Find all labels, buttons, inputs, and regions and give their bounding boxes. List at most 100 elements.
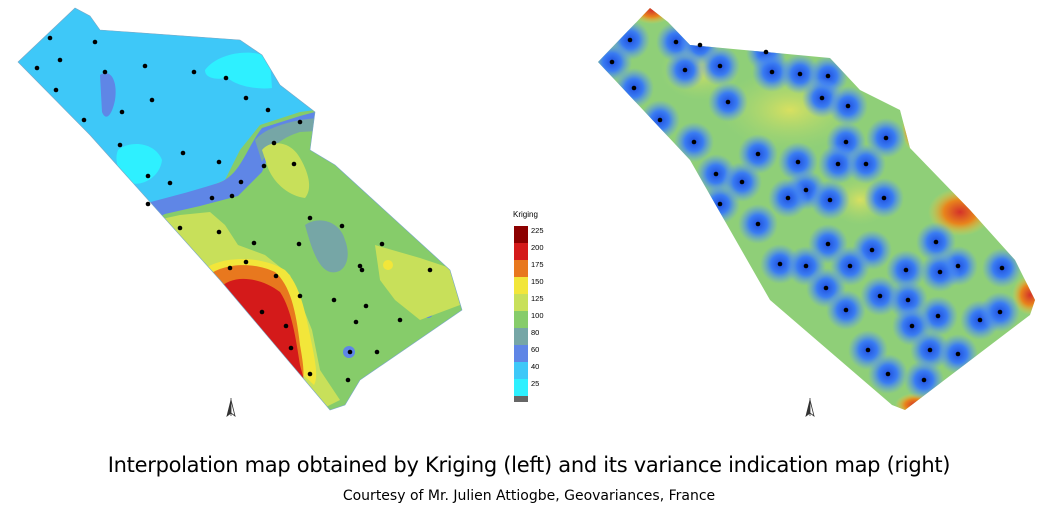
sample-point [265,107,271,113]
sample-point [977,317,983,323]
sample-point [697,42,703,48]
sample-point [609,59,615,65]
legend-label: 80 [531,328,539,337]
sample-point [785,195,791,201]
sample-point [47,35,53,41]
legend-swatch [514,277,528,294]
sample-point [627,37,633,43]
sample-point [149,97,155,103]
sample-point [769,69,775,75]
sample-point [903,267,909,273]
legend-swatch-end [514,396,528,402]
sample-point [288,345,294,351]
sample-point [673,39,679,45]
sample-point [227,265,233,271]
sample-point [843,307,849,313]
sample-point [823,285,829,291]
sample-point [933,239,939,245]
sample-point [307,215,313,221]
sample-point [927,347,933,353]
sample-point [34,65,40,71]
sample-point [397,317,403,323]
legend-label: 125 [531,294,544,303]
sample-point [273,273,279,279]
kriging-legend: Kriging 225 200 175 150 125 100 80 60 40 25 [513,210,544,402]
legend-label: 200 [531,243,544,252]
sample-point [363,303,369,309]
zone-yellow-spot [383,260,393,270]
legend-swatch [514,294,528,311]
sample-point [843,139,849,145]
sample-point [427,267,433,273]
sample-point [145,201,151,207]
legend-swatch [514,345,528,362]
sample-point [877,293,883,299]
sample-point [297,293,303,299]
sample-point [803,263,809,269]
sample-point [379,241,385,247]
sample-point [331,297,337,303]
variance-sample-points [609,37,1005,383]
sample-point [259,309,265,315]
sample-point [102,69,108,75]
sample-point [717,63,723,69]
sample-point [209,195,215,201]
sample-point [999,265,1005,271]
kriging-variance-map [598,8,1035,410]
sample-point [955,263,961,269]
sample-point [191,69,197,75]
legend-label: 40 [531,362,539,371]
sample-point [180,150,186,156]
sample-point [682,67,688,73]
sample-point [713,171,719,177]
sample-point [243,95,249,101]
sample-point [374,349,380,355]
figure-caption: Interpolation map obtained by Kriging (l… [107,453,951,477]
sample-point [283,323,289,329]
sample-point [905,297,911,303]
sample-point [921,377,927,383]
legend-swatch [514,260,528,277]
kriging-interpolation-map [18,8,462,410]
legend-swatch [514,362,528,379]
zone-cyan-top [205,52,272,89]
sample-point [347,349,353,355]
sample-point [763,49,769,55]
sample-point [307,371,313,377]
sample-point [296,241,302,247]
sample-point [145,173,151,179]
sample-point [243,259,249,265]
sample-point [357,263,363,269]
kriging-outline [17,7,463,411]
sample-point [353,319,359,325]
sample-point [739,179,745,185]
sample-point [167,180,173,186]
legend-swatch [514,311,528,328]
variance-hot-edge [1012,275,1035,315]
sample-point [755,221,761,227]
legend-swatch [514,243,528,260]
legend-label: 25 [531,379,539,388]
sample-point [795,159,801,165]
sample-point [909,323,915,329]
sample-point [717,201,723,207]
sample-point [845,103,851,109]
sample-point [803,187,809,193]
legend-label: 175 [531,260,544,269]
sample-point [271,140,277,146]
sample-point [725,99,731,105]
sample-point [825,241,831,247]
sample-point [177,225,183,231]
sample-point [997,309,1003,315]
sample-point [223,75,229,81]
sample-point [865,347,871,353]
sample-point [142,63,148,69]
sample-point [216,229,222,235]
sample-point [935,313,941,319]
sample-point [885,371,891,377]
north-arrow-icon [805,398,815,417]
kriging-sample-points [34,35,433,383]
sample-point [251,240,257,246]
sample-point [797,71,803,77]
